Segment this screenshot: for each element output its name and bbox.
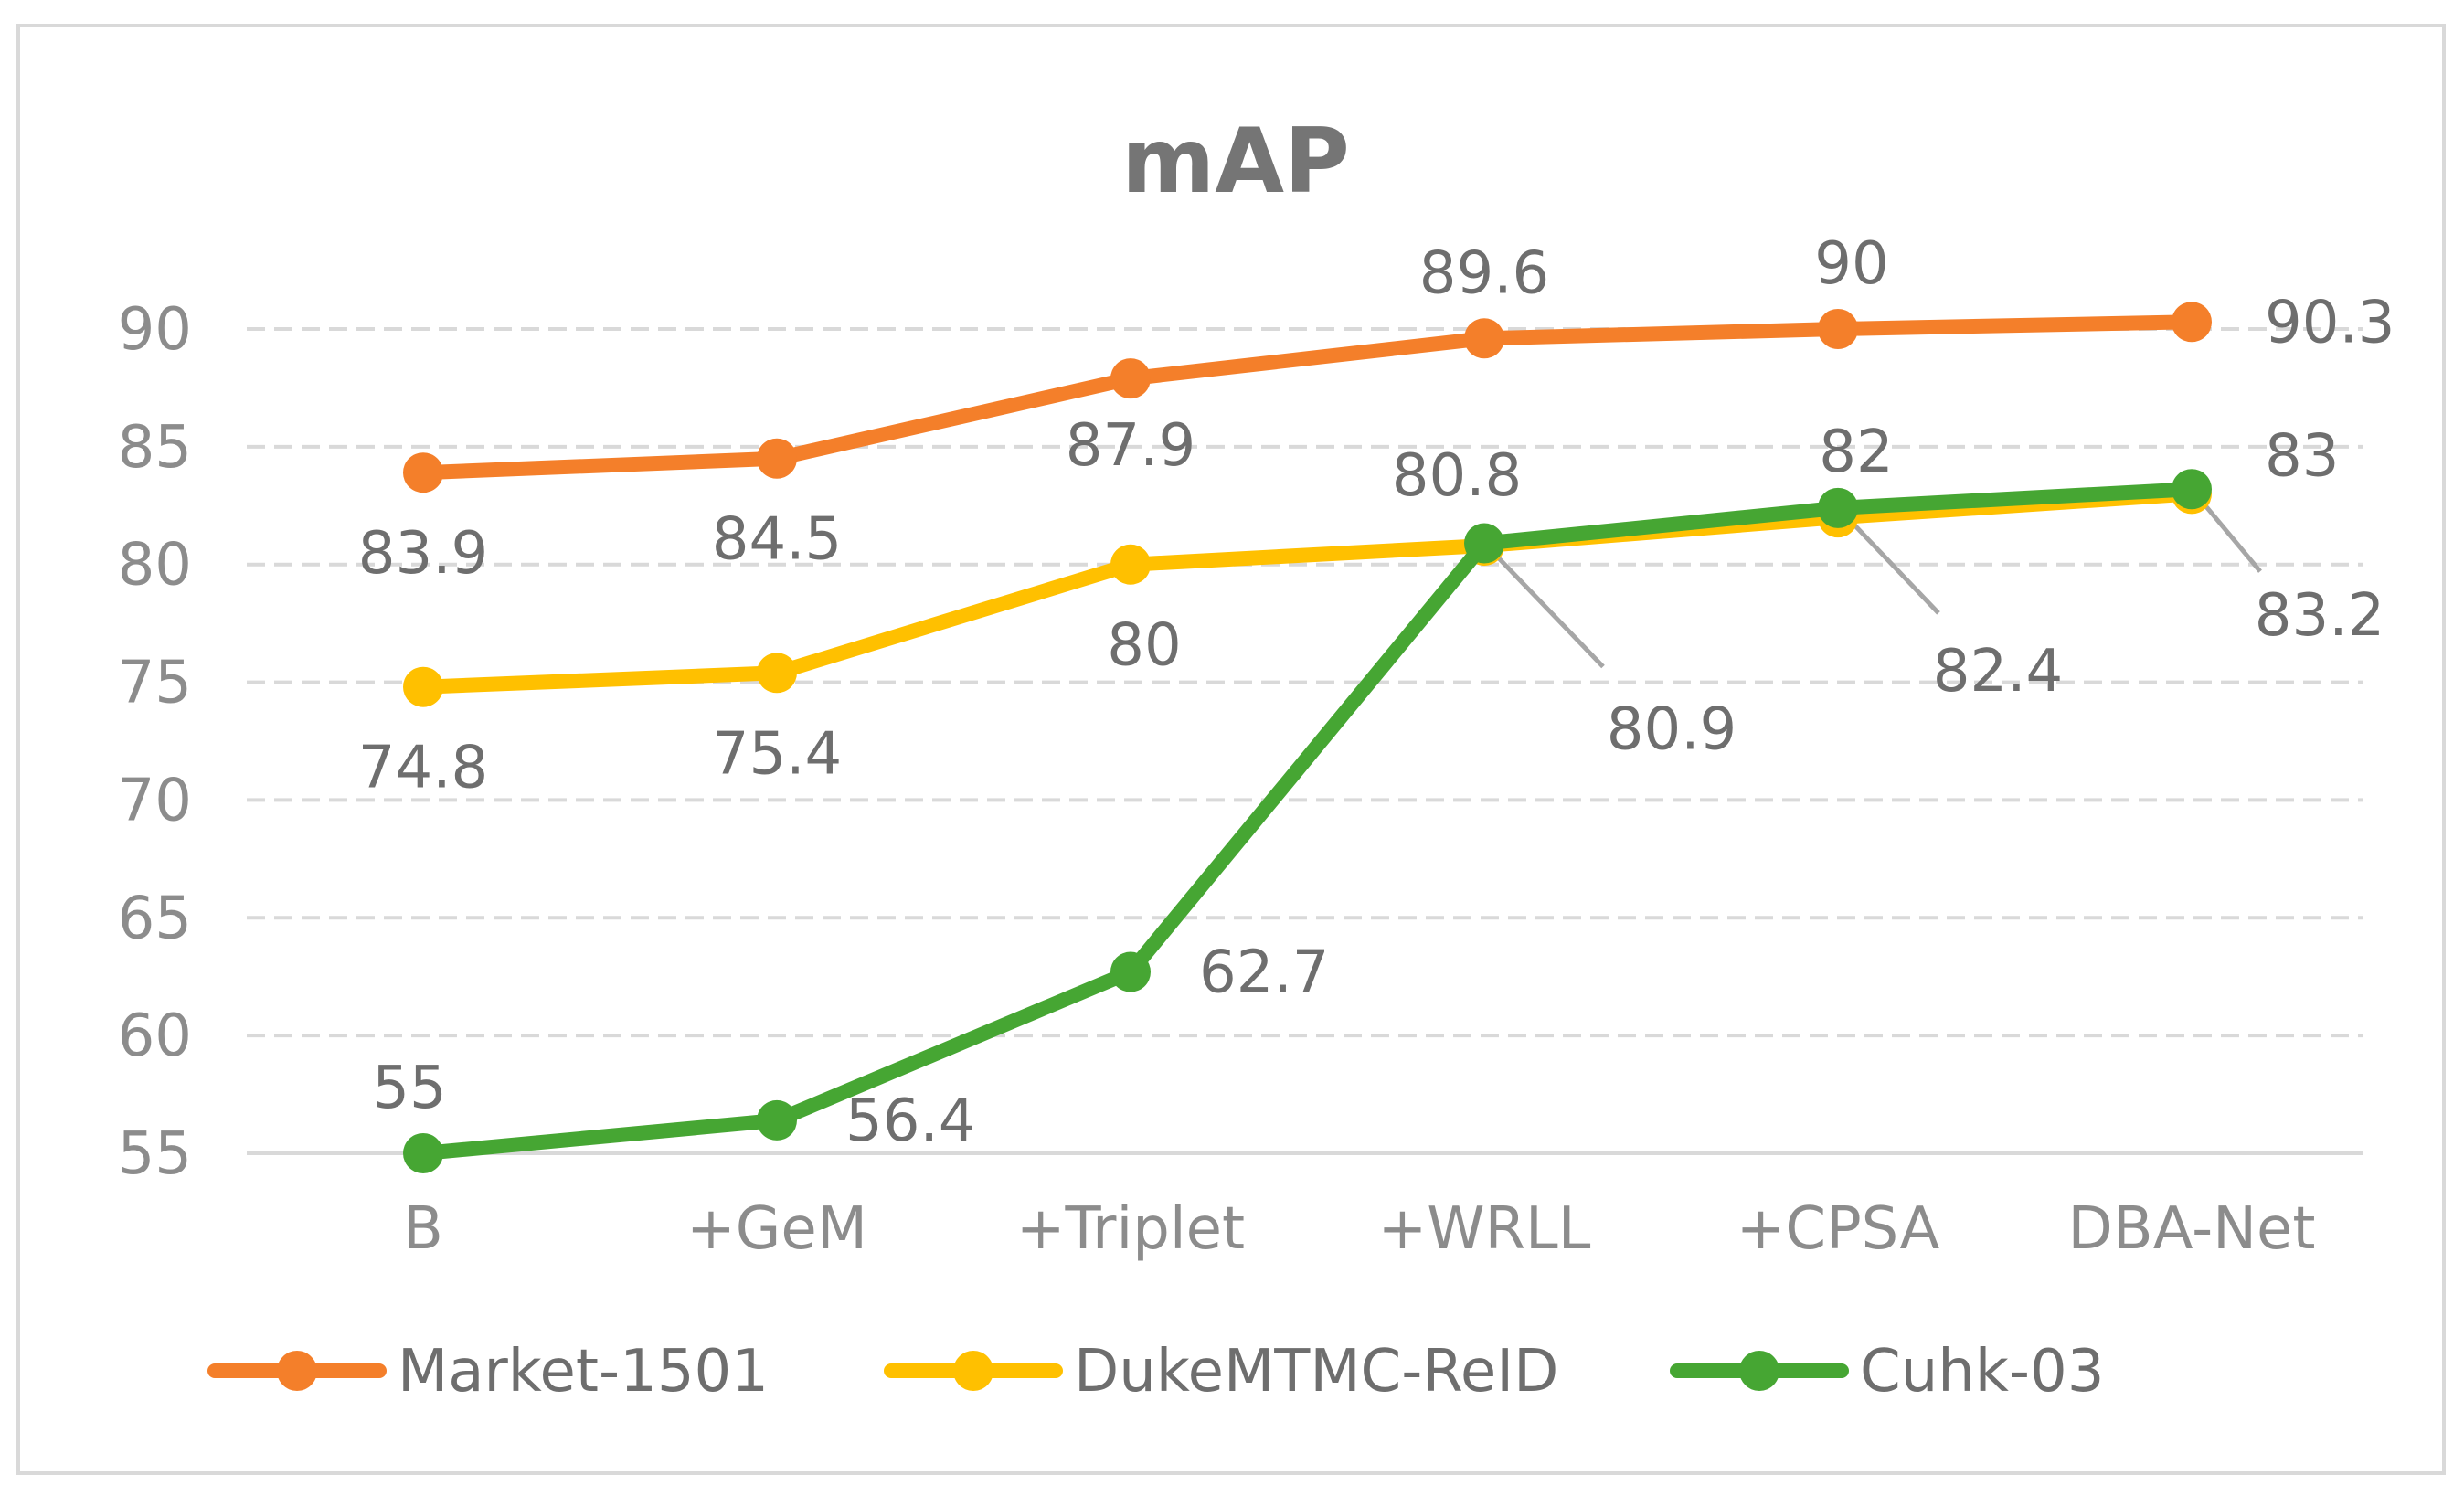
data-label-series-0: 83.9: [358, 520, 489, 588]
x-tick-label: +CPSA: [1736, 1195, 1940, 1263]
series-2-point: [403, 1133, 443, 1173]
data-labels: 83.9 84.5 87.9 89.6 90 90.3 74.8 75.4 80 80.8 82 83…: [358, 230, 2395, 1155]
series-0-point: [1110, 358, 1151, 399]
series-lines: [403, 302, 2212, 1173]
series-line-1: [416, 486, 2199, 695]
x-axis-tick-labels: B +GeM +Triplet +WRLL +CPSA DBA-Net: [403, 1195, 2315, 1263]
series-1-point: [757, 653, 797, 694]
legend-label: Cuhk-03: [1860, 1338, 2104, 1406]
series-1-point: [403, 666, 443, 707]
data-label-series-0: 89.6: [1419, 239, 1550, 307]
data-label-series-2: 56.4: [845, 1088, 976, 1155]
y-tick-label: 75: [118, 650, 192, 717]
data-label-series-1: 82: [1819, 419, 1893, 486]
x-tick-label: DBA-Net: [2068, 1195, 2316, 1263]
series-0-point: [2172, 302, 2212, 343]
y-tick-label: 70: [118, 767, 192, 834]
y-tick-label: 85: [118, 414, 192, 482]
x-tick-label: +Triplet: [1016, 1195, 1245, 1263]
y-tick-label: 90: [118, 296, 192, 364]
data-label-series-1: 75.4: [712, 720, 843, 788]
data-label-series-2: 62.7: [1199, 939, 1330, 1007]
data-label-series-0: 90: [1814, 230, 1888, 298]
series-line-0: [416, 314, 2199, 481]
data-label-series-2: 80.9: [1607, 696, 1737, 764]
y-axis-tick-labels: 55 60 65 70 75 80 85 90: [118, 296, 192, 1188]
series-2-point: [757, 1099, 797, 1141]
series-2-point: [1110, 951, 1151, 992]
series-0-point: [1818, 309, 1858, 349]
series-0-point: [757, 438, 797, 479]
data-label-series-1: 74.8: [358, 735, 489, 802]
legend-swatch-marker: [953, 1351, 993, 1391]
data-label-series-1: 80: [1107, 612, 1181, 680]
x-tick-label: +WRLL: [1378, 1195, 1591, 1263]
y-tick-label: 60: [118, 1003, 192, 1070]
x-tick-label: B: [403, 1195, 443, 1263]
legend-swatch-marker: [1739, 1351, 1779, 1391]
legend-swatch-marker: [277, 1351, 317, 1391]
legend-label: Market-1501: [398, 1338, 769, 1406]
series-2-point: [1464, 523, 1504, 564]
y-tick-label: 65: [118, 885, 192, 952]
legend: Market-1501 DukeMTMC-ReID Cuhk-03: [207, 1338, 2104, 1406]
y-tick-label: 80: [118, 532, 192, 599]
series-2-point: [2172, 469, 2212, 510]
data-label-series-2: 82.4: [1933, 638, 2064, 706]
data-label-series-2: 83.2: [2255, 582, 2385, 650]
data-label-series-2: 55: [372, 1055, 446, 1122]
series-2-point: [1818, 487, 1858, 528]
series-line-2: [416, 482, 2199, 1161]
series-0-point: [1464, 318, 1504, 359]
data-label-series-0: 84.5: [712, 506, 843, 574]
data-label-series-1: 83: [2265, 422, 2339, 490]
chart-frame: [16, 24, 2446, 1475]
leader-line: [1487, 546, 1605, 669]
data-label-series-1: 80.8: [1392, 442, 1523, 510]
data-label-series-0: 90.3: [2265, 289, 2395, 356]
chart-title: mAP: [1121, 110, 1350, 214]
series-0-point: [403, 452, 443, 493]
legend-label: DukeMTMC-ReID: [1074, 1338, 1558, 1406]
series-1-point: [1110, 544, 1151, 585]
x-tick-label: +GeM: [686, 1195, 867, 1263]
data-label-series-0: 87.9: [1066, 412, 1196, 480]
leader-line: [1841, 511, 1940, 615]
y-tick-label: 55: [118, 1120, 192, 1188]
